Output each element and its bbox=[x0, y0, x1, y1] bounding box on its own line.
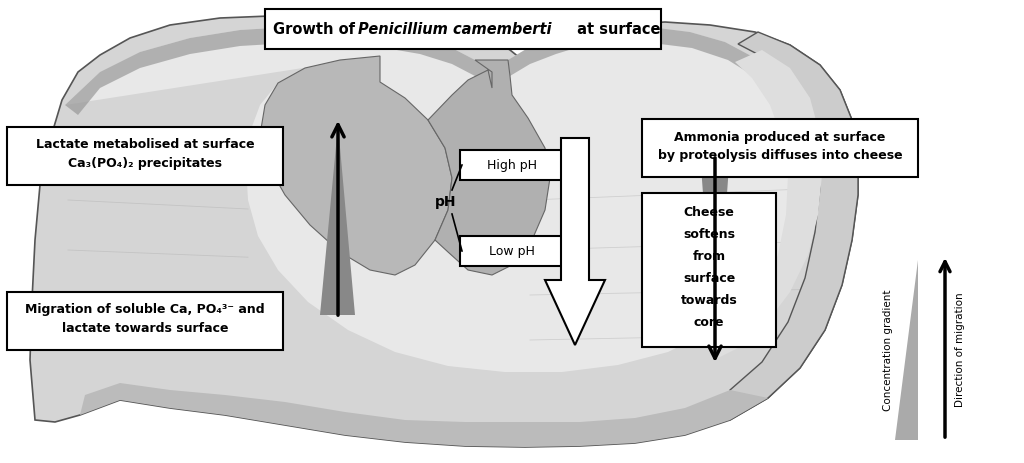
FancyBboxPatch shape bbox=[7, 292, 283, 350]
Text: pH: pH bbox=[435, 195, 457, 209]
Text: towards: towards bbox=[681, 294, 737, 307]
Text: lactate towards surface: lactate towards surface bbox=[61, 323, 228, 336]
Text: surface: surface bbox=[683, 271, 735, 284]
Polygon shape bbox=[30, 16, 858, 447]
Polygon shape bbox=[80, 383, 768, 447]
Text: Lactate metabolised at surface: Lactate metabolised at surface bbox=[36, 138, 254, 151]
Text: High pH: High pH bbox=[487, 158, 537, 171]
Polygon shape bbox=[895, 260, 918, 440]
Polygon shape bbox=[730, 32, 858, 420]
Polygon shape bbox=[508, 26, 805, 130]
Text: Direction of migration: Direction of migration bbox=[955, 293, 965, 407]
Text: from: from bbox=[692, 250, 726, 263]
Text: Low pH: Low pH bbox=[489, 244, 535, 257]
Polygon shape bbox=[260, 56, 452, 275]
FancyBboxPatch shape bbox=[460, 236, 564, 266]
Text: softens: softens bbox=[683, 227, 735, 240]
FancyBboxPatch shape bbox=[265, 9, 662, 49]
FancyBboxPatch shape bbox=[460, 150, 564, 180]
FancyBboxPatch shape bbox=[642, 193, 776, 347]
Polygon shape bbox=[700, 152, 730, 360]
Text: Concentration gradient: Concentration gradient bbox=[883, 289, 893, 411]
Text: Growth of: Growth of bbox=[273, 23, 360, 38]
Polygon shape bbox=[319, 125, 355, 315]
Text: Ammonia produced at surface: Ammonia produced at surface bbox=[675, 131, 886, 144]
FancyBboxPatch shape bbox=[7, 127, 283, 185]
Text: core: core bbox=[693, 315, 724, 329]
Polygon shape bbox=[65, 26, 808, 372]
Text: Penicillium camemberti: Penicillium camemberti bbox=[358, 23, 552, 38]
Text: Cheese: Cheese bbox=[684, 206, 734, 219]
Text: Migration of soluble Ca, PO₄³⁻ and: Migration of soluble Ca, PO₄³⁻ and bbox=[26, 304, 265, 317]
FancyArrow shape bbox=[545, 138, 605, 345]
Polygon shape bbox=[65, 27, 492, 115]
Text: Ca₃(PO₄)₂ precipitates: Ca₃(PO₄)₂ precipitates bbox=[68, 157, 222, 170]
Polygon shape bbox=[428, 60, 550, 275]
Text: at surface: at surface bbox=[572, 23, 660, 38]
FancyBboxPatch shape bbox=[642, 119, 918, 177]
Polygon shape bbox=[715, 50, 822, 358]
Text: by proteolysis diffuses into cheese: by proteolysis diffuses into cheese bbox=[657, 150, 902, 163]
